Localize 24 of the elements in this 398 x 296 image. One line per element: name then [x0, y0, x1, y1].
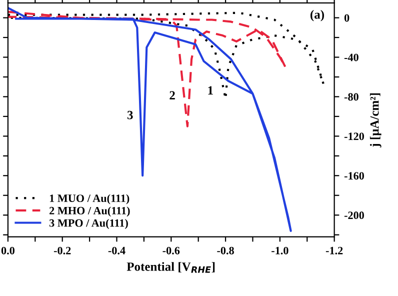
x-tick-label: -1.2 — [326, 246, 343, 254]
y-tick-label: -160 — [344, 172, 364, 180]
x-tick-label: -1.0 — [272, 246, 288, 254]
annotation: 3 — [127, 110, 133, 120]
legend-label: 3 MPO / Au(111) — [49, 218, 128, 230]
annotation: (a) — [310, 10, 324, 22]
annotation: 1 — [208, 86, 213, 94]
y-tick-label: -40 — [344, 54, 358, 62]
line-series — [8, 6, 292, 232]
y-tick-label: -200 — [344, 212, 364, 220]
x-tick-label: 0.0 — [1, 246, 14, 254]
y-tick-label: -80 — [344, 93, 358, 101]
line-series — [8, 10, 286, 128]
x-tick-label: -0.2 — [54, 246, 71, 254]
x-tick-label: -0.6 — [162, 246, 180, 254]
y-tick-label: -120 — [344, 132, 364, 140]
annotation: 2 — [170, 91, 175, 100]
x-tick-label: -0.8 — [217, 246, 234, 254]
legend-label: 1 MUO / Au(111) — [50, 194, 130, 204]
y-axis-title: j [μA/cm²] — [370, 93, 382, 148]
x-axis-title: Potential [V$_{RHE}$] — [126, 262, 215, 273]
y-tick-label: 0 — [344, 14, 350, 22]
legend-label: 2 MHO / Au(111) — [50, 206, 130, 217]
x-tick-label: -0.4 — [108, 246, 126, 254]
